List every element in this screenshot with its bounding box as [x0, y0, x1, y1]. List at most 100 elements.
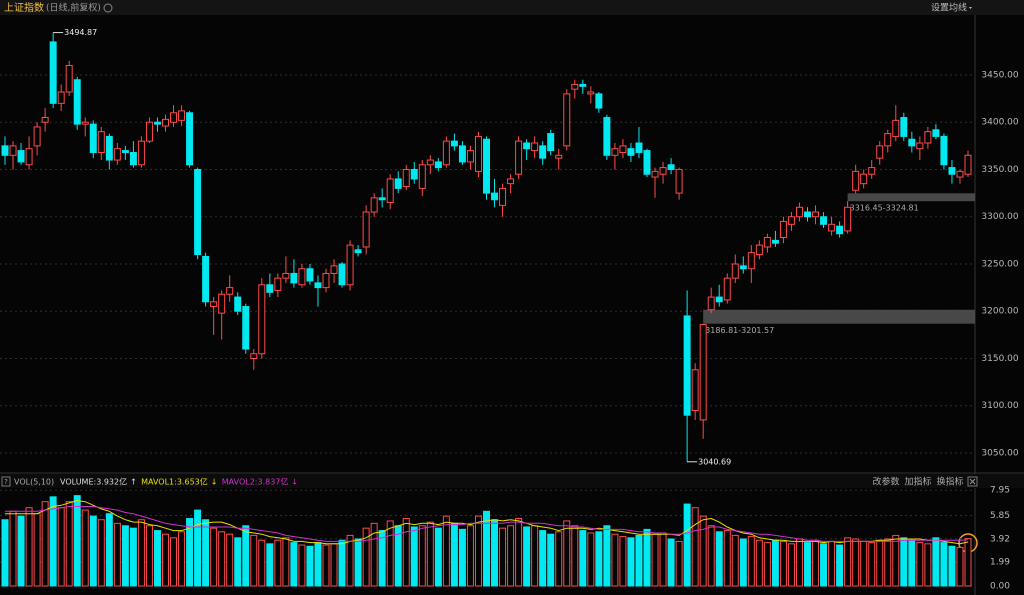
- volume-bar: [836, 544, 844, 587]
- volume-bar: [699, 515, 707, 587]
- candle-body: [1, 145, 9, 156]
- volume-bar: [202, 519, 210, 587]
- candle-body: [683, 315, 691, 416]
- volume-tick-label: 5.85: [990, 511, 1010, 521]
- candle-body: [908, 138, 916, 147]
- volume-tick-label: 7.95: [990, 486, 1010, 496]
- volume-bar: [362, 527, 370, 587]
- candle-body: [153, 121, 161, 125]
- volume-bar: [242, 525, 250, 587]
- volume-bar: [787, 543, 795, 587]
- volume-bar: [105, 513, 113, 587]
- volume-bar: [73, 495, 81, 587]
- candle-body: [314, 282, 322, 289]
- volume-bar: [675, 540, 683, 587]
- candle-body: [707, 296, 715, 311]
- price-tick-label: 3050.00: [981, 448, 1018, 458]
- volume-bar: [723, 530, 731, 587]
- volume-bar: [739, 538, 747, 587]
- candle-body: [49, 41, 57, 104]
- candle-body: [402, 168, 410, 187]
- candle-body: [137, 140, 145, 166]
- candle-body: [386, 178, 394, 204]
- volume-bar: [691, 507, 699, 587]
- settings-gear[interactable]: [103, 3, 113, 13]
- volume-bar: [1, 519, 9, 587]
- candle-body: [539, 145, 547, 159]
- candle-body: [81, 121, 89, 125]
- volume-bar: [804, 542, 811, 587]
- candle-body: [73, 79, 81, 125]
- help-icon[interactable]: ?: [4, 478, 8, 486]
- volume-bar: [587, 532, 595, 587]
- volume-tick-label: 3.92: [990, 534, 1010, 544]
- candle-body: [145, 121, 153, 142]
- candle-body: [812, 211, 820, 218]
- volume-bar: [33, 513, 41, 587]
- volume-bar: [49, 496, 57, 587]
- volume-bar: [226, 533, 234, 587]
- volume-bar: [868, 542, 876, 587]
- indicator-button[interactable]: 改参数: [872, 476, 899, 488]
- gap-label: 3316.45-3324.81: [850, 204, 919, 213]
- extreme-label: 3494.87: [64, 28, 97, 37]
- volume-bar: [186, 518, 194, 587]
- volume-bar: [81, 509, 89, 587]
- volume-bar: [940, 542, 948, 587]
- candle-body: [113, 148, 121, 161]
- candle-body: [948, 167, 956, 175]
- candle-body: [426, 159, 434, 166]
- indicator-button[interactable]: 换指标: [936, 476, 963, 488]
- volume-bar: [218, 531, 226, 587]
- candle-body: [242, 306, 250, 350]
- volume-bar: [121, 525, 129, 587]
- candle-body: [731, 263, 739, 279]
- volume-bar: [25, 507, 33, 587]
- volume-bar: [747, 536, 755, 587]
- volume-bar: [491, 519, 499, 587]
- candle-body: [555, 154, 563, 159]
- close-box[interactable]: [967, 476, 978, 487]
- candle-body: [884, 133, 892, 147]
- candle-body: [194, 168, 202, 256]
- dropdown-arrow: [969, 7, 972, 9]
- candle-body: [178, 110, 186, 121]
- candle-body: [491, 192, 499, 201]
- candle-body: [442, 140, 450, 166]
- candle-body: [306, 268, 314, 282]
- volume-bar: [129, 527, 137, 587]
- price-tick-label: 3350.00: [981, 165, 1018, 175]
- close-icon[interactable]: [969, 478, 976, 485]
- candle-body: [57, 91, 65, 104]
- volume-bar: [282, 537, 290, 587]
- volume-bar: [410, 526, 418, 587]
- volume-bar: [659, 532, 667, 587]
- candle-body: [868, 167, 876, 175]
- indicator-button[interactable]: 加指标: [904, 476, 931, 488]
- candle-body: [611, 148, 619, 156]
- price-tick-label: 3150.00: [981, 354, 1018, 364]
- candle-body: [836, 225, 844, 235]
- candle-body: [210, 301, 218, 308]
- volume-bar: [683, 503, 691, 587]
- ma-settings-button[interactable]: 设置均线: [931, 2, 967, 14]
- volume-bar: [145, 525, 153, 587]
- volume-bar: [844, 537, 852, 587]
- candle-body: [932, 129, 940, 137]
- volume-bar: [89, 515, 97, 587]
- volume-bar: [210, 527, 218, 587]
- volume-bar: [274, 539, 282, 587]
- volume-bar: [499, 527, 507, 587]
- candle-body: [9, 145, 17, 156]
- volume-bar: [137, 519, 145, 587]
- volume-bar: [956, 546, 964, 587]
- candle-body: [787, 216, 795, 225]
- candle-body: [394, 178, 402, 189]
- candle-body: [699, 323, 707, 421]
- volume-bar: [812, 539, 820, 587]
- help-box[interactable]: [1, 476, 11, 487]
- candle-body: [202, 255, 210, 303]
- volume-bar: [595, 531, 603, 587]
- volume-bar: [643, 528, 651, 587]
- candle-body: [499, 187, 507, 206]
